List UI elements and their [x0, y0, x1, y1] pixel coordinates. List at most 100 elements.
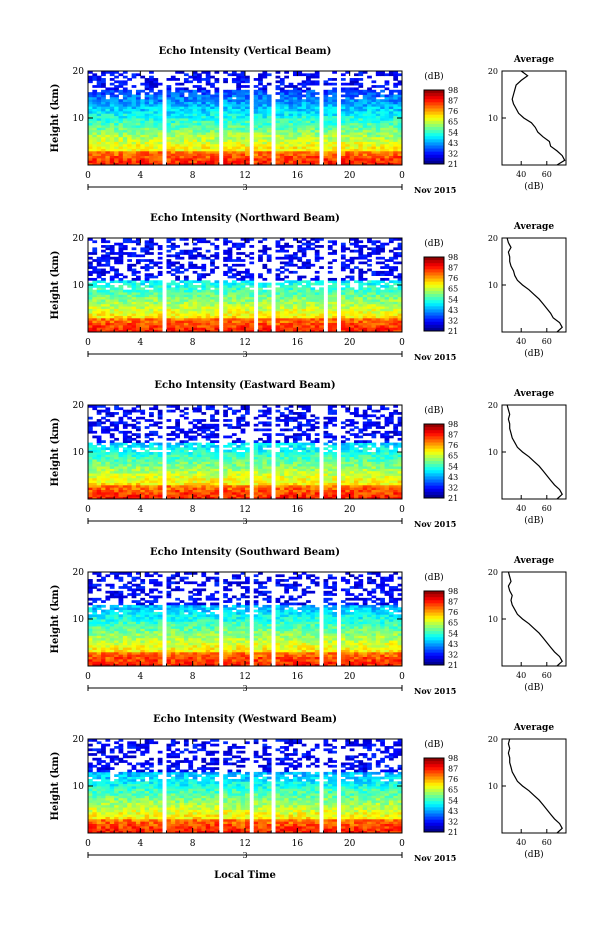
heatmap-cell — [332, 325, 337, 328]
heatmap-cell — [306, 158, 311, 161]
heatmap-cell — [145, 87, 150, 90]
heatmap-cell — [262, 160, 267, 163]
heatmap-cell — [376, 139, 381, 142]
heatmap-cell — [210, 127, 215, 130]
colorbar-band — [424, 269, 444, 272]
heatmap-cell — [136, 113, 141, 116]
heatmap-cell — [289, 99, 294, 102]
heatmap-cell — [284, 151, 289, 154]
heatmap-cell — [136, 485, 141, 488]
heatmap-cell — [123, 132, 128, 135]
heatmap-cell — [167, 87, 172, 90]
heatmap-cell — [188, 316, 193, 319]
heatmap-cell — [245, 123, 250, 126]
heatmap-cell — [345, 139, 350, 142]
heatmap-cell — [354, 280, 359, 283]
heatmap-cell — [188, 76, 193, 79]
heatmap-cell — [210, 144, 215, 147]
heatmap-cell — [145, 120, 150, 123]
heatmap-cell — [328, 106, 333, 109]
heatmap-cell — [310, 290, 315, 293]
heatmap-cell — [284, 149, 289, 152]
heatmap-cell — [184, 252, 189, 255]
heatmap-cell — [324, 125, 329, 128]
heatmap-cell — [284, 304, 289, 307]
heatmap-cell — [236, 109, 241, 112]
average-profile-line — [512, 71, 565, 165]
heatmap-cell — [197, 325, 202, 328]
heatmap-cell — [123, 412, 128, 415]
heatmap-cell — [376, 92, 381, 95]
heatmap-cell — [249, 325, 254, 328]
heatmap-cell — [153, 311, 158, 314]
heatmap-cell — [127, 132, 132, 135]
heatmap-cell — [249, 301, 254, 304]
heatmap-cell — [241, 116, 246, 119]
heatmap-cell — [145, 99, 150, 102]
heatmap-cell — [119, 318, 124, 321]
heatmap-cell — [319, 309, 324, 312]
heatmap-cell — [188, 97, 193, 100]
heatmap-cell — [289, 271, 294, 274]
heatmap-cell — [88, 113, 93, 116]
heatmap-cell — [105, 478, 110, 481]
heatmap-cell — [206, 123, 211, 126]
heatmap-cell — [140, 483, 145, 486]
heatmap-cell — [345, 132, 350, 135]
heatmap-cell — [232, 160, 237, 163]
heatmap-cell — [254, 125, 259, 128]
heatmap-cell — [393, 247, 398, 250]
heatmap-cell — [197, 156, 202, 159]
heatmap-cell — [341, 269, 346, 272]
heatmap-cell — [254, 85, 259, 88]
heatmap-cell — [358, 304, 363, 307]
heatmap-cell — [175, 311, 180, 314]
heatmap-cell — [175, 118, 180, 121]
heatmap-cell — [289, 90, 294, 93]
heatmap-cell — [136, 285, 141, 288]
heatmap-cell — [132, 290, 137, 293]
heatmap-cell — [232, 134, 237, 137]
heatmap-cell — [127, 478, 132, 481]
heatmap-cell — [114, 294, 119, 297]
heatmap-cell — [88, 287, 93, 290]
heatmap-cell — [324, 92, 329, 95]
heatmap-cell — [354, 316, 359, 319]
heatmap-cell — [385, 306, 390, 309]
heatmap-cell — [136, 483, 141, 486]
heatmap-cell — [276, 92, 281, 95]
heatmap-cell — [153, 431, 158, 434]
heatmap-cell — [206, 78, 211, 81]
heatmap-cell — [184, 90, 189, 93]
heatmap-cell — [228, 306, 233, 309]
heatmap-cell — [358, 113, 363, 116]
heatmap-cell — [241, 132, 246, 135]
heatmap-cell — [258, 299, 263, 302]
heatmap-cell — [188, 99, 193, 102]
heatmap-cell — [132, 468, 137, 471]
colorbar-band — [424, 316, 444, 319]
y-tick-label: 10 — [73, 281, 85, 291]
heatmap-cell — [385, 104, 390, 107]
heatmap-cell — [127, 97, 132, 100]
heatmap-cell — [123, 113, 128, 116]
heatmap-cell — [97, 104, 102, 107]
heatmap-cell — [136, 287, 141, 290]
heatmap-cell — [380, 95, 385, 98]
heatmap-cell — [206, 113, 211, 116]
heatmap-cell — [345, 297, 350, 300]
heatmap-cell — [389, 318, 394, 321]
heatmap-cell — [105, 309, 110, 312]
heatmap-cell — [232, 139, 237, 142]
colorbar-band — [424, 109, 444, 112]
heatmap-cell — [92, 294, 97, 297]
heatmap-cell — [197, 292, 202, 295]
heatmap-cell — [97, 306, 102, 309]
heatmap-cell — [363, 262, 368, 265]
heatmap-cell — [284, 299, 289, 302]
heatmap-cell — [354, 306, 359, 309]
heatmap-cell — [149, 318, 154, 321]
heatmap-cell — [280, 316, 285, 319]
heatmap-cell — [193, 97, 198, 100]
heatmap-cell — [376, 153, 381, 156]
